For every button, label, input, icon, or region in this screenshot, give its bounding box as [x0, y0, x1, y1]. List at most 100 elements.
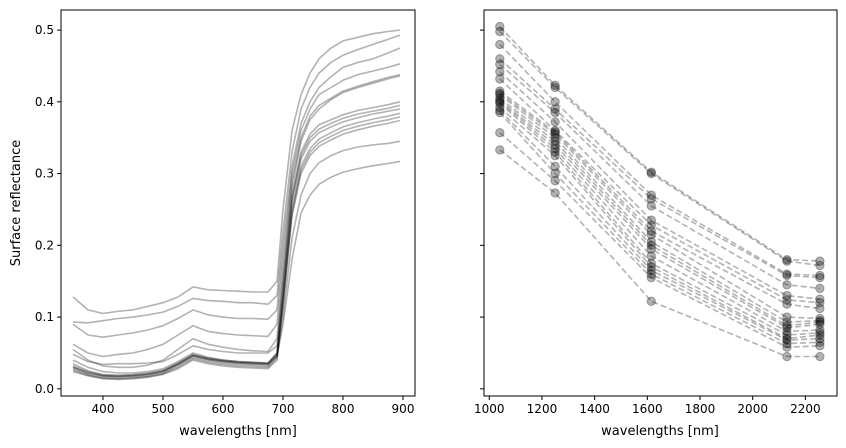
- data-point: [782, 269, 792, 279]
- data-point: [646, 215, 656, 225]
- series-line-right-4: [499, 58, 820, 279]
- data-point: [550, 136, 560, 146]
- data-point: [550, 150, 560, 161]
- x-ticks-left: 400 500 600 700 800 900: [92, 396, 415, 416]
- series-line-left-11: [72, 116, 401, 380]
- data-point: [782, 290, 792, 301]
- x-tick-label: 500: [152, 402, 175, 416]
- x-tick-label: 1000: [474, 402, 505, 416]
- x-axis-label-right: wavelengths [nm]: [601, 424, 719, 439]
- data-point: [495, 97, 505, 107]
- series-line-right-12: [499, 99, 820, 329]
- data-point: [646, 168, 656, 179]
- data-point: [646, 201, 656, 211]
- data-point: [646, 296, 656, 306]
- series-line-left-14: [72, 160, 401, 378]
- x-tick-label: 2200: [790, 402, 821, 416]
- data-point: [495, 95, 505, 106]
- x-axis-label-left: wavelengths [nm]: [179, 424, 297, 439]
- x-ticks-right: 1000 1200 1400 1600 1800 2000 2200: [474, 396, 821, 416]
- data-point: [815, 337, 825, 347]
- y-ticks-right: [480, 29, 484, 390]
- data-point: [815, 319, 825, 329]
- series-line-right-1: [499, 25, 820, 262]
- chart-right: 1000 1200 1400 1600 1800 2000 2200 wavelengths…: [474, 9, 838, 439]
- data-point: [782, 333, 792, 344]
- data-point: [782, 299, 792, 309]
- data-point: [495, 59, 505, 70]
- data-point: [495, 88, 505, 98]
- data-point: [495, 89, 505, 100]
- y-tick-label: 0.3: [35, 167, 54, 181]
- series-line-right-11: [499, 97, 820, 327]
- y-tick-label: 0.5: [35, 23, 54, 37]
- data-point: [550, 117, 560, 127]
- data-point: [550, 133, 560, 143]
- data-point: [550, 140, 560, 150]
- data-point: [782, 256, 792, 266]
- data-point: [782, 312, 792, 322]
- data-point: [550, 97, 560, 107]
- data-point: [815, 325, 825, 335]
- data-point: [646, 265, 656, 276]
- data-point: [495, 145, 505, 155]
- series-line-right-6: [499, 71, 820, 300]
- y-tick-label: 0.4: [35, 95, 54, 109]
- series-line-left-8: [72, 104, 401, 377]
- y-tick-label: 0.2: [35, 238, 54, 252]
- data-point: [550, 129, 560, 139]
- data-point: [646, 190, 656, 200]
- series-line-right-9: [499, 92, 820, 320]
- data-point: [782, 320, 792, 331]
- data-point: [550, 80, 560, 91]
- data-point: [815, 256, 825, 266]
- series-line-left-10: [72, 112, 401, 379]
- x-tick-label: 400: [92, 402, 115, 416]
- data-point: [646, 244, 656, 254]
- data-point: [815, 294, 825, 304]
- data-point: [815, 351, 825, 362]
- chart-left: 400 500 600 700 800 900 0.0 0.1 0.2 0.3 0.4 0.5 wa…: [9, 9, 416, 439]
- series-line-left-6: [72, 75, 401, 366]
- data-point: [550, 147, 560, 157]
- data-point: [495, 21, 505, 32]
- series-line-left-3: [72, 47, 401, 339]
- data-point: [815, 260, 825, 271]
- axes-frame-left: [60, 9, 416, 397]
- plot-area-right: [495, 21, 825, 362]
- data-point: [495, 105, 505, 116]
- data-point: [815, 270, 825, 281]
- data-point: [550, 125, 560, 136]
- series-line-right-2: [499, 30, 821, 267]
- series-line-right-8: [499, 90, 821, 310]
- data-point: [815, 313, 825, 324]
- data-point: [495, 74, 505, 84]
- series-line-right-7: [499, 78, 820, 304]
- data-point: [646, 220, 656, 230]
- data-point: [815, 317, 825, 327]
- series-line-right-15: [499, 106, 820, 340]
- data-point: [550, 143, 560, 154]
- x-tick-label: 1200: [527, 402, 558, 416]
- data-point: [782, 295, 792, 305]
- data-point: [782, 280, 792, 290]
- series-line-left-1: [72, 29, 401, 315]
- series-line-right-5: [499, 63, 820, 290]
- data-point: [550, 127, 560, 137]
- x-tick-label: 900: [392, 402, 415, 416]
- data-point: [646, 240, 656, 251]
- series-line-right-10: [499, 94, 820, 323]
- data-point: [646, 258, 656, 268]
- data-point: [782, 254, 792, 265]
- x-tick-label: 2000: [737, 402, 768, 416]
- data-point: [815, 283, 825, 294]
- data-point: [550, 104, 560, 114]
- series-line-left-4: [72, 63, 401, 358]
- series-line-right-18: [499, 132, 820, 349]
- series-line-left-9: [72, 108, 401, 378]
- data-point: [646, 229, 656, 240]
- data-point: [782, 270, 792, 281]
- series-line-right-19: [499, 149, 820, 358]
- data-point: [815, 330, 825, 340]
